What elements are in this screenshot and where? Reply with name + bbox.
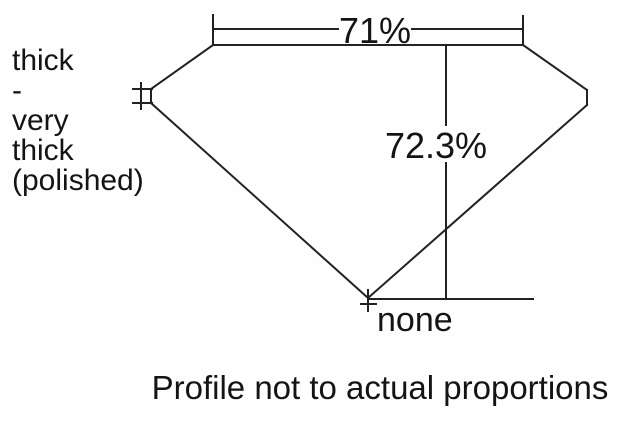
table-width-value: 71% (339, 10, 411, 51)
girdle-label-line-2: - (12, 74, 22, 107)
pavilion-facet-right-line (366, 103, 589, 300)
culet-value: none (377, 301, 453, 339)
pavilion-facet-left-line (149, 101, 370, 300)
girdle-label-line-1: thick (12, 44, 75, 77)
diagram-lines (132, 14, 589, 312)
diagram-labels: thick - very thick (polished) 71% 72.3% … (12, 10, 608, 406)
diagram-caption: Profile not to actual proportions (152, 369, 609, 406)
crown-facet-left-line (149, 43, 215, 91)
crown-facet-right-line (521, 43, 589, 92)
total-depth-value: 72.3% (385, 125, 487, 166)
girdle-label-line-5: (polished) (12, 164, 144, 197)
girdle-label-line-3: very (12, 104, 69, 137)
girdle-label-line-4: thick (12, 134, 75, 167)
